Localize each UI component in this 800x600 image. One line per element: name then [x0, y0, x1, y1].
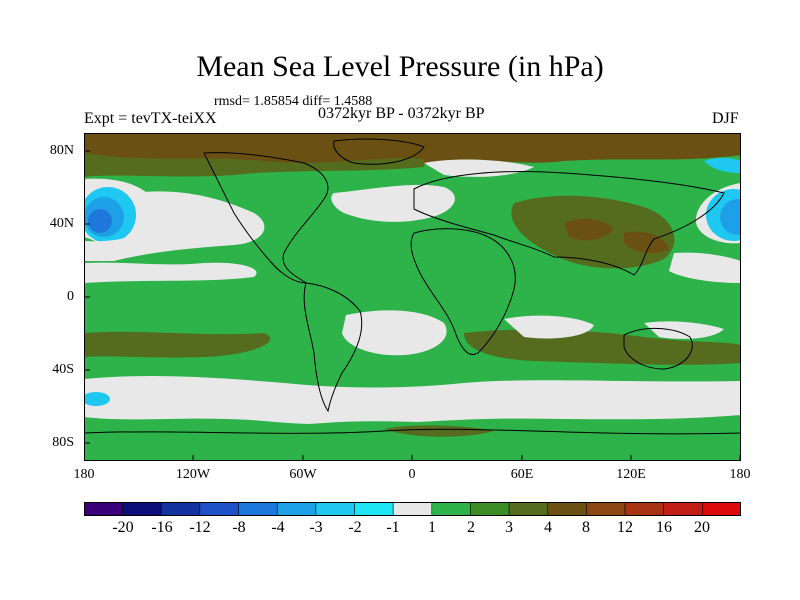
colorbar-box-2: [161, 502, 201, 516]
antarctic-olive-patch: [384, 425, 494, 437]
coastlines: [84, 138, 741, 435]
colorbar-box-9: [431, 502, 471, 516]
colorbar-label: -20: [112, 519, 134, 536]
colorbar-box-4: [238, 502, 278, 516]
lon-label-180e: 180: [729, 467, 751, 482]
colorbar-label: -16: [151, 519, 173, 536]
colorbar-box-14: [624, 502, 664, 516]
colorbar-label: 12: [617, 519, 633, 536]
color-bar: [84, 502, 741, 516]
antarctic-band: [84, 420, 741, 461]
colorbar-box-10: [470, 502, 510, 516]
colorbar-box-8: [392, 502, 433, 516]
period-label: 0372kyr BP - 0372kyr BP: [318, 105, 485, 122]
lon-label-120e: 120E: [616, 467, 646, 482]
colorbar-box-1: [122, 502, 162, 516]
colorbar-box-7: [354, 502, 394, 516]
lat-label-0: 0: [67, 289, 74, 304]
lat-label-40n: 40N: [49, 216, 74, 231]
colorbar-label: 16: [656, 519, 672, 536]
colorbar-label: 8: [582, 519, 590, 536]
lat-label-80s: 80S: [52, 435, 74, 450]
colorbar-label: -2: [348, 519, 362, 536]
lon-label-0: 0: [408, 467, 416, 482]
mid-pacific-neutral: [84, 191, 265, 261]
colorbar-box-5: [276, 502, 317, 516]
season-label: DJF: [712, 110, 739, 127]
africa-outline: [410, 228, 516, 355]
south-america-outline: [303, 282, 363, 413]
antarctica-outline: [84, 428, 741, 435]
axis-ticks: [84, 150, 741, 461]
colorbar-label: 2: [467, 519, 475, 536]
bering-low: [704, 157, 741, 173]
south-atlantic-neutral: [342, 310, 447, 356]
colorbar-box-0: [84, 502, 123, 516]
southern-ocean-neutral: [84, 376, 741, 425]
pressure-map: [84, 133, 741, 461]
colorbar-box-11: [508, 502, 548, 516]
lat-label-80n: 80N: [49, 143, 74, 158]
colorbar-label: 4: [544, 519, 552, 536]
colorbar-label: -3: [309, 519, 323, 536]
colorbar-label: 20: [694, 519, 710, 536]
colorbar-box-13: [586, 502, 626, 516]
tibet-high: [564, 218, 614, 241]
tropical-pacific-neutral: [84, 262, 257, 283]
lon-label-60e: 60E: [510, 467, 534, 482]
colorbar-label: -8: [232, 519, 246, 536]
lon-label-60w: 60W: [289, 467, 317, 482]
nordic-neutral: [424, 159, 534, 177]
east-asia-high: [624, 231, 669, 254]
arctic-olive-band: [84, 153, 424, 177]
colorbar-label: -12: [189, 519, 211, 536]
lon-label-120w: 120W: [175, 467, 211, 482]
colorbar-box-12: [547, 502, 587, 516]
east-pacific-low-core: [720, 199, 741, 235]
greenland-outline: [333, 138, 425, 165]
indian-ocean-neutral: [504, 315, 594, 339]
lat-label-40s: 40S: [52, 362, 74, 377]
stats-label: rmsd= 1.85854 diff= 1.4588: [214, 94, 373, 109]
colorbar-label: -1: [386, 519, 400, 536]
experiment-label: Expt = tevTX-teiXX: [84, 110, 217, 127]
north-pacific-low-core: [88, 209, 112, 233]
west-pacific-neutral: [669, 252, 741, 283]
south-pacific-low: [84, 392, 110, 406]
eurasia-outline: [413, 171, 725, 276]
colorbar-box-6: [315, 502, 355, 516]
colorbar-box-16: [702, 502, 741, 516]
colorbar-box-3: [199, 502, 239, 516]
southern-ocean-olive: [464, 329, 741, 365]
colorbar-frame: [84, 502, 741, 516]
north-atlantic-neutral: [331, 184, 455, 222]
south-pacific-olive: [84, 331, 271, 358]
colorbar-label: 3: [505, 519, 513, 536]
map-title: Mean Sea Level Pressure (in hPa): [196, 50, 604, 83]
australia-outline: [623, 327, 693, 370]
colorbar-label: 1: [428, 519, 436, 536]
colorbar-label: -4: [271, 519, 285, 536]
north-america-outline: [203, 152, 329, 284]
colorbar-box-15: [663, 502, 703, 516]
lon-label-180w: 180: [73, 467, 95, 482]
east-indian-neutral: [644, 321, 724, 339]
